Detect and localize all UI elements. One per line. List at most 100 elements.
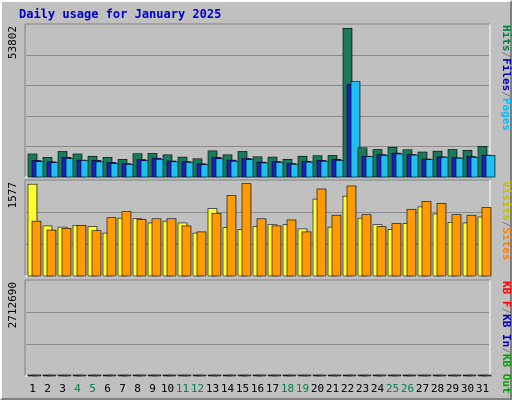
x-tick-label: 6 xyxy=(104,382,111,395)
bar-fill xyxy=(31,220,42,277)
bar-sites-day-8 xyxy=(136,219,147,277)
bar-fill xyxy=(286,374,297,377)
bar-fill xyxy=(76,374,87,377)
bar-sites-day-25 xyxy=(391,223,402,277)
bar-sites-day-7 xyxy=(121,211,132,277)
bar-fill xyxy=(31,374,42,377)
kb-plot-area xyxy=(25,280,490,376)
bar-fill xyxy=(166,218,177,277)
bar-fill xyxy=(481,207,492,277)
bar-sites-day-11 xyxy=(181,225,192,277)
bar-fill xyxy=(436,202,447,277)
bar-fill xyxy=(61,228,72,277)
bar-fill xyxy=(181,225,192,277)
bar-sites-day-3 xyxy=(61,228,72,277)
bar-kb-out-day-10 xyxy=(166,374,177,377)
bar-kb-out-day-24 xyxy=(376,374,387,377)
bar-sites-day-18 xyxy=(286,219,297,277)
bar-fill xyxy=(361,214,372,277)
bar-fill xyxy=(406,374,417,377)
x-tick-label: 21 xyxy=(326,382,339,395)
bar-kb-out-day-16 xyxy=(256,374,267,377)
bar-fill xyxy=(166,374,177,377)
bar-kb-out-day-25 xyxy=(391,374,402,377)
bar-sites-day-12 xyxy=(196,231,207,277)
legend-entry: / xyxy=(500,347,512,354)
bar-fill xyxy=(346,374,357,377)
bar-fill xyxy=(76,225,87,277)
bar-sites-day-23 xyxy=(361,214,372,277)
bar-kb-out-day-17 xyxy=(271,374,282,377)
bar-fill xyxy=(466,374,477,377)
hits-files-pages-max-label: 53802 xyxy=(6,26,19,59)
bar-fill xyxy=(316,188,327,277)
bar-fill xyxy=(91,230,102,277)
x-tick-label: 27 xyxy=(416,382,429,395)
bar-sites-day-28 xyxy=(436,202,447,277)
x-tick-label: 19 xyxy=(296,382,309,395)
bar-sites-day-16 xyxy=(256,218,267,277)
x-tick-label: 15 xyxy=(236,382,249,395)
bar-fill xyxy=(226,195,237,277)
legend-entry: Visits xyxy=(500,181,512,221)
x-tick-label: 20 xyxy=(311,382,324,395)
bar-kb-out-day-15 xyxy=(241,374,252,377)
bar-kb-out-day-5 xyxy=(91,374,102,377)
bar-fill xyxy=(136,219,147,277)
legend-entry: / xyxy=(500,221,512,228)
legend-entry: Pages xyxy=(500,98,512,131)
bar-fill xyxy=(136,374,147,377)
bar-fill xyxy=(241,374,252,377)
x-tick-label: 7 xyxy=(119,382,126,395)
x-tick-label: 14 xyxy=(221,382,235,395)
bar-kb-out-day-14 xyxy=(226,374,237,377)
bar-kb-out-day-13 xyxy=(211,374,222,377)
bar-fill xyxy=(391,223,402,277)
bar-kb-out-day-11 xyxy=(181,374,192,377)
bar-sites-day-13 xyxy=(211,213,222,277)
bar-kb-out-day-22 xyxy=(346,374,357,377)
bar-fill xyxy=(106,374,117,377)
bar-fill xyxy=(376,226,387,277)
bar-kb-out-day-26 xyxy=(406,374,417,377)
bar-sites-day-4 xyxy=(76,225,87,277)
x-tick-label: 1 xyxy=(29,382,36,395)
bar-kb-out-day-27 xyxy=(421,374,432,377)
legend-entry: / xyxy=(500,52,512,59)
x-tick-label: 16 xyxy=(251,382,264,395)
bar-fill xyxy=(151,374,162,377)
bar-sites-day-30 xyxy=(466,214,477,277)
bar-sites-day-6 xyxy=(106,217,117,277)
bar-sites-day-1 xyxy=(31,220,42,277)
bar-kb-out-day-9 xyxy=(151,374,162,377)
hits-files-pages-legend: Hits/Files/Pages xyxy=(500,25,512,131)
bar-fill xyxy=(226,374,237,377)
visits-sites-max-label: 1577 xyxy=(6,182,19,209)
x-tick-label: 26 xyxy=(401,382,414,395)
x-tick-label: 8 xyxy=(134,382,141,395)
bar-kb-out-day-21 xyxy=(331,374,342,377)
x-tick-label: 11 xyxy=(176,382,189,395)
bar-kb-out-day-7 xyxy=(121,374,132,377)
bar-sites-day-27 xyxy=(421,201,432,277)
bar-fill xyxy=(301,374,312,377)
bar-fill xyxy=(346,185,357,277)
legend-entry: / xyxy=(500,308,512,315)
bar-kb-out-day-6 xyxy=(106,374,117,377)
legend-entry: Sites xyxy=(500,227,512,260)
bar-kb-out-day-2 xyxy=(46,374,57,377)
bar-fill xyxy=(196,374,207,377)
legend-entry: KB Out xyxy=(500,354,512,394)
legend-entry: KB F xyxy=(500,281,512,308)
x-tick-label: 22 xyxy=(341,382,354,395)
bar-fill xyxy=(61,374,72,377)
bar-sites-day-10 xyxy=(166,218,177,277)
bar-kb-out-day-30 xyxy=(466,374,477,377)
bar-fill xyxy=(485,155,496,178)
bar-fill xyxy=(316,374,327,377)
x-tick-label: 28 xyxy=(431,382,444,395)
x-tick-label: 2 xyxy=(44,382,51,395)
bar-pages-day-31 xyxy=(485,155,496,178)
bar-kb-out-day-23 xyxy=(361,374,372,377)
bar-fill xyxy=(271,225,282,277)
